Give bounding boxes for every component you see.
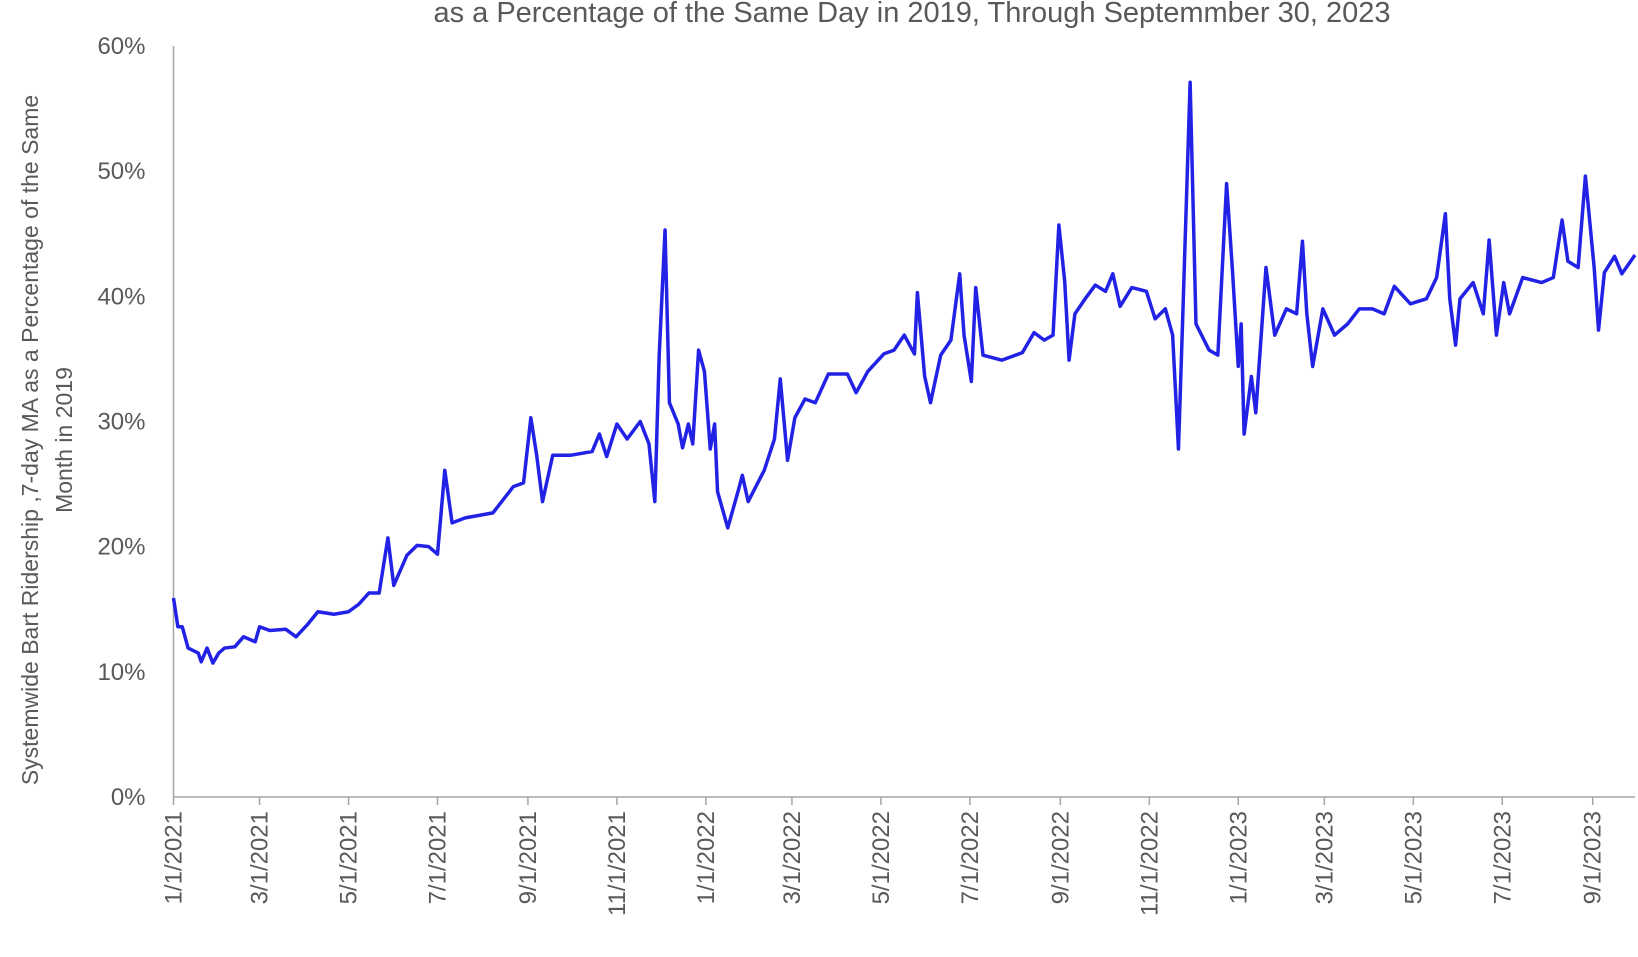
x-tick-label: 7/1/2023 <box>1489 811 1516 904</box>
x-tick-label: 5/1/2023 <box>1400 811 1427 904</box>
x-tick-label: 11/1/2022 <box>1136 811 1163 916</box>
x-tick-label: 1/1/2023 <box>1225 811 1252 904</box>
chart-title: as a Percentage of the Same Day in 2019,… <box>433 0 1390 29</box>
x-tick-label: 9/1/2023 <box>1580 811 1607 904</box>
x-tick-label: 7/1/2021 <box>425 811 452 904</box>
x-tick-label: 5/1/2021 <box>336 811 363 904</box>
y-axis-label: Month in 2019 <box>51 367 77 513</box>
data-line <box>171 80 1637 665</box>
y-tick-label: 60% <box>97 33 145 60</box>
y-tick-label: 30% <box>97 409 145 436</box>
x-tick-label: 1/1/2022 <box>693 811 720 904</box>
x-tick-label: 11/1/2021 <box>604 811 631 916</box>
y-axis-label: Systemwide Bart Ridership ,7-day MA as a… <box>17 95 43 785</box>
x-tick-label: 9/1/2022 <box>1047 811 1074 904</box>
x-tick-label: 3/1/2022 <box>779 811 806 904</box>
y-tick-label: 50% <box>97 158 145 185</box>
y-tick-label: 0% <box>111 784 146 811</box>
x-tick-label: 5/1/2022 <box>868 811 895 904</box>
x-tick-label: 7/1/2022 <box>957 811 984 904</box>
y-tick-label: 10% <box>97 659 145 686</box>
x-tick-label: 3/1/2021 <box>247 811 274 904</box>
y-tick-label: 20% <box>97 534 145 561</box>
x-tick-label: 3/1/2023 <box>1311 811 1338 904</box>
y-tick-label: 40% <box>97 283 145 310</box>
x-tick-label: 9/1/2021 <box>515 811 542 904</box>
x-tick-label: 1/1/2021 <box>161 811 188 904</box>
